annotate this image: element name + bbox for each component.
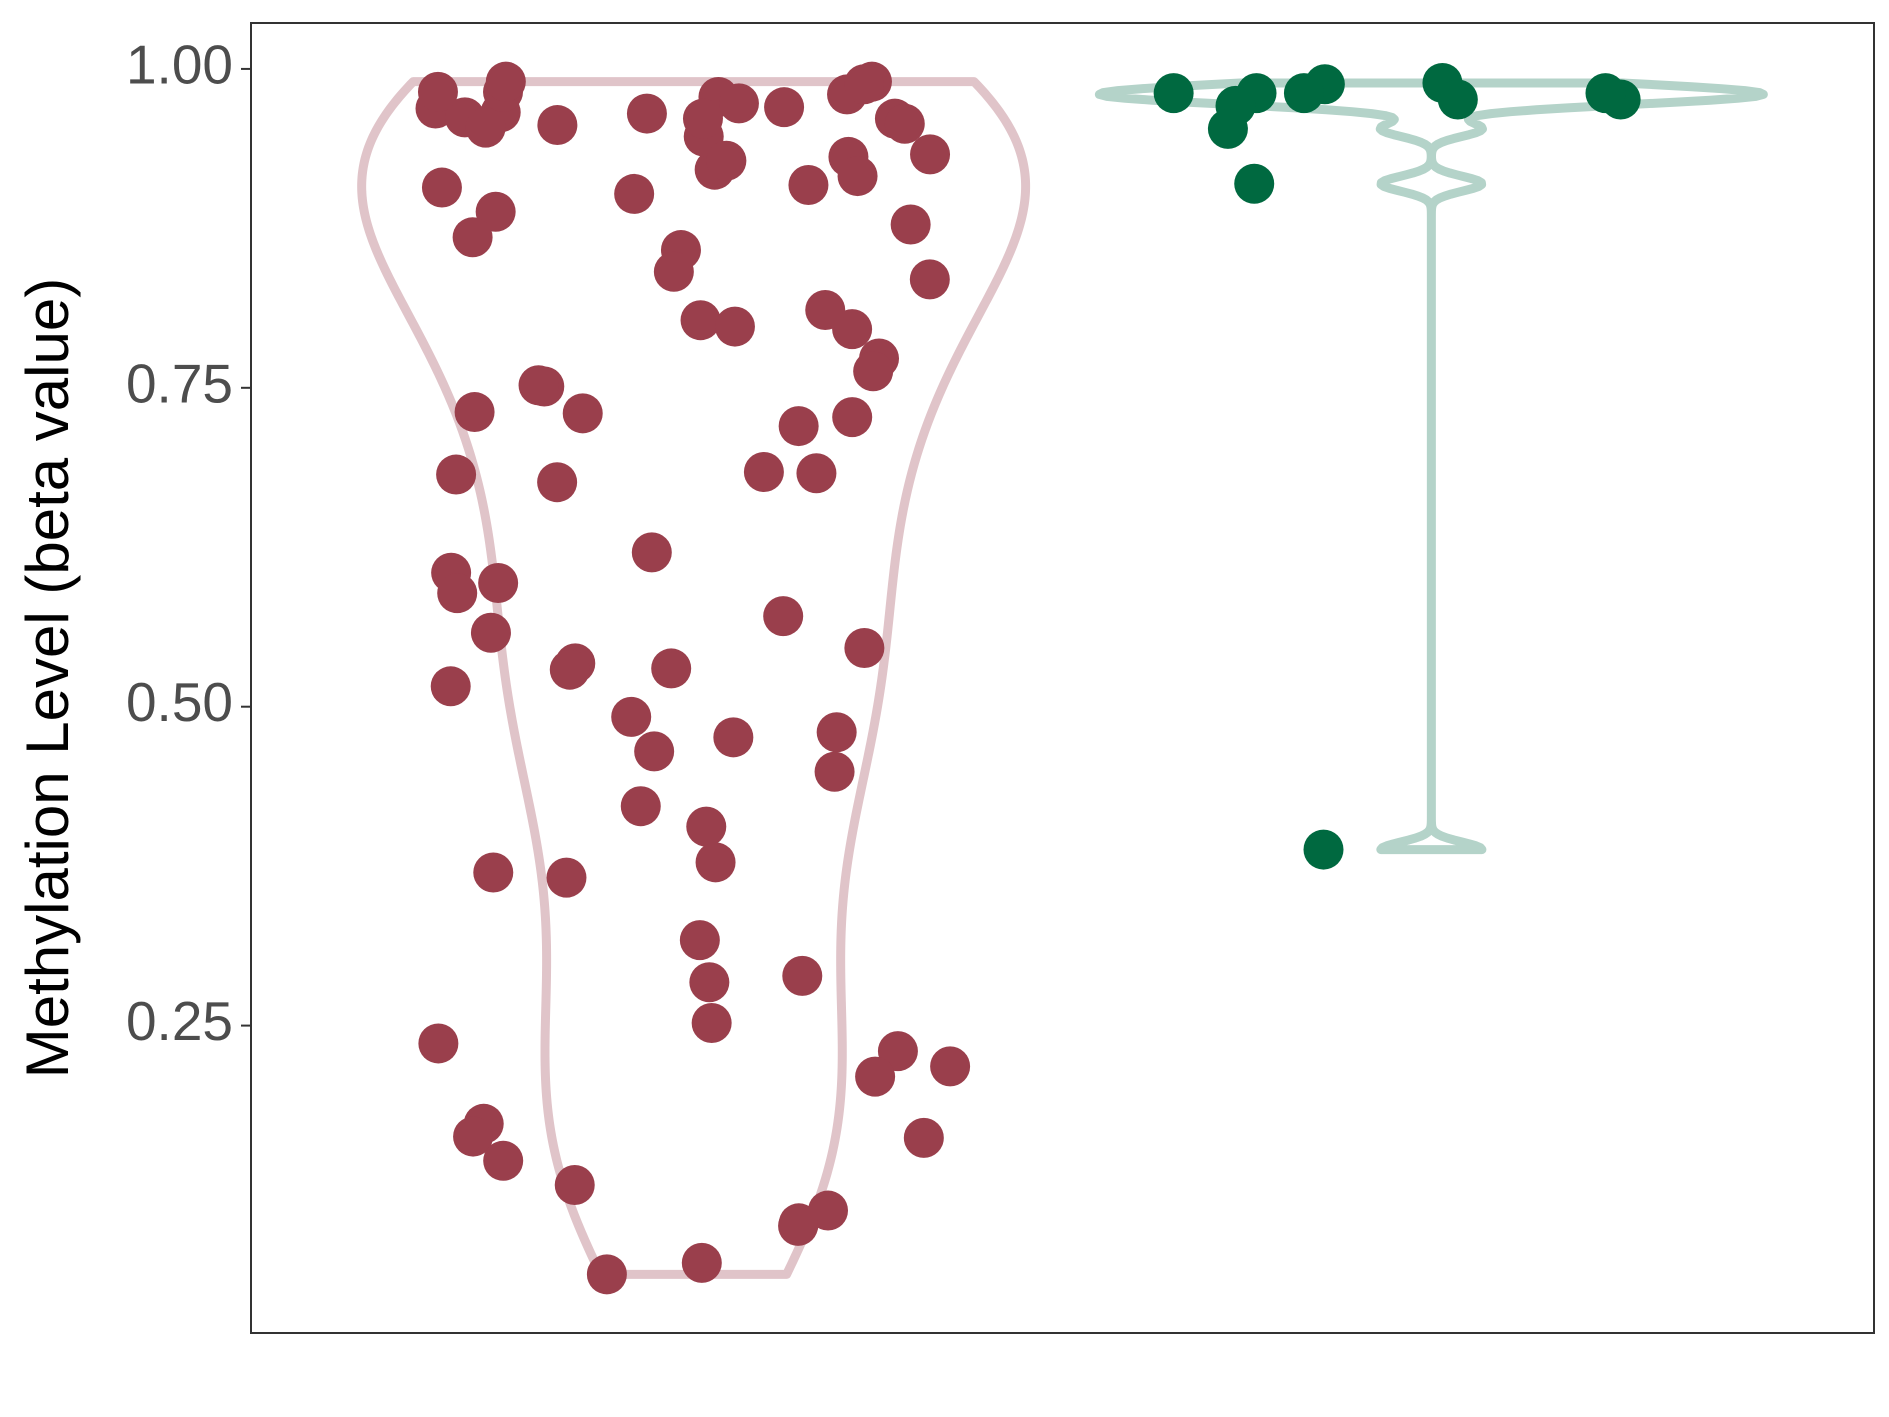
data-point: [682, 98, 723, 139]
data-point: [436, 454, 477, 495]
data-point: [909, 259, 950, 300]
data-point: [562, 393, 603, 434]
data-point: [814, 751, 855, 792]
data-point: [454, 392, 495, 433]
y-tick-label: 0.75: [126, 352, 233, 414]
data-point: [418, 1023, 459, 1064]
data-point: [763, 596, 804, 637]
data-point: [689, 962, 730, 1003]
data-point: [718, 83, 759, 124]
data-point: [651, 648, 692, 689]
data-point: [1283, 73, 1324, 114]
data-point: [620, 786, 661, 827]
data-point: [1437, 79, 1478, 120]
violin: [1094, 78, 1768, 855]
data-point: [832, 397, 873, 438]
data-point: [808, 1190, 849, 1231]
data-point: [855, 1056, 896, 1097]
data-point: [554, 1165, 595, 1206]
data-point: [853, 351, 894, 392]
data-point: [680, 300, 721, 341]
y-tick-label: 0.25: [126, 990, 233, 1052]
data-point: [470, 612, 511, 653]
data-point: [537, 105, 578, 146]
data-point: [586, 1254, 627, 1295]
data-point: [549, 649, 590, 690]
data-point: [1153, 73, 1194, 114]
data-point: [1207, 108, 1248, 149]
data-point: [614, 173, 655, 214]
data-point: [430, 666, 471, 707]
data-point: [890, 204, 931, 245]
y-tick-label: 1.00: [126, 33, 233, 95]
data-point: [537, 462, 578, 503]
data-point: [437, 573, 478, 614]
data-point: [518, 365, 559, 406]
data-point: [1303, 829, 1344, 870]
data-point: [844, 628, 885, 669]
data-point: [453, 1116, 494, 1157]
data-point: [782, 955, 823, 996]
data-point: [910, 134, 951, 175]
data-point: [421, 167, 462, 208]
data-point: [611, 696, 652, 737]
data-point: [778, 1205, 819, 1246]
data-point: [465, 107, 506, 148]
data-point: [473, 852, 514, 893]
data-point: [778, 406, 819, 447]
data-point: [679, 920, 720, 961]
y-axis-title: Methylation Level (beta value): [14, 278, 81, 1078]
data-point: [686, 806, 727, 847]
data-point: [546, 857, 587, 898]
data-point: [681, 1242, 722, 1283]
data-point: [816, 712, 857, 753]
data-point: [631, 532, 672, 573]
data-point: [844, 64, 885, 105]
data-point: [478, 562, 519, 603]
data-point: [483, 1140, 524, 1181]
data-point: [653, 251, 694, 292]
data-point: [706, 140, 747, 181]
data-point: [452, 217, 493, 258]
data-point: [691, 1003, 732, 1044]
data-point: [695, 842, 736, 883]
y-tick-label: 0.50: [126, 671, 233, 733]
data-point: [884, 103, 925, 144]
data-point: [743, 451, 784, 492]
data-point: [417, 71, 458, 112]
data-point: [475, 191, 516, 232]
data-point: [788, 164, 829, 205]
data-point: [1234, 163, 1275, 204]
data-point: [485, 61, 526, 102]
data-point: [837, 156, 878, 197]
data-point: [634, 731, 675, 772]
data-point: [764, 87, 805, 128]
data-point: [1585, 73, 1626, 114]
data-point: [805, 290, 846, 331]
data-point: [930, 1046, 971, 1087]
data-point: [903, 1117, 944, 1158]
data-point: [626, 93, 667, 134]
data-point: [877, 1031, 918, 1072]
data-point: [714, 306, 755, 347]
data-point: [796, 453, 837, 494]
data-point: [713, 717, 754, 758]
